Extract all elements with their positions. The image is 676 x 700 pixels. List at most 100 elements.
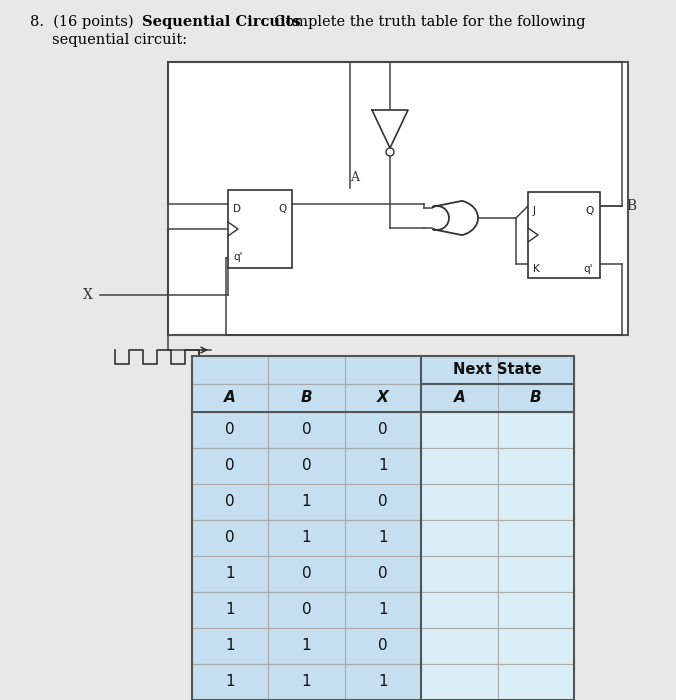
Bar: [192, 448, 268, 484]
Bar: [498, 384, 574, 412]
Bar: [498, 556, 574, 592]
Text: J: J: [533, 206, 536, 216]
Text: 1: 1: [225, 566, 235, 582]
Text: X: X: [83, 288, 93, 302]
Bar: [268, 412, 345, 448]
Polygon shape: [433, 201, 478, 235]
Text: q': q': [233, 252, 243, 262]
Text: 0: 0: [378, 494, 388, 510]
Bar: [345, 384, 421, 412]
Text: 1: 1: [378, 603, 388, 617]
Bar: [528, 192, 600, 278]
Text: B: B: [626, 199, 636, 213]
Bar: [345, 484, 421, 520]
Bar: [192, 412, 268, 448]
Bar: [345, 556, 421, 592]
Bar: [421, 592, 498, 628]
Bar: [498, 484, 574, 520]
Text: 0: 0: [378, 566, 388, 582]
Bar: [345, 628, 421, 664]
Bar: [421, 520, 498, 556]
Bar: [268, 520, 345, 556]
Bar: [268, 448, 345, 484]
Bar: [498, 412, 574, 448]
Text: 1: 1: [301, 494, 312, 510]
Bar: [268, 384, 345, 412]
Bar: [345, 448, 421, 484]
Text: Sequential Circuits: Sequential Circuits: [142, 15, 301, 29]
Text: 1: 1: [301, 675, 312, 690]
Bar: [421, 628, 498, 664]
Text: 1: 1: [301, 531, 312, 545]
Bar: [192, 556, 268, 592]
Bar: [498, 628, 574, 664]
Bar: [192, 664, 268, 700]
Text: Next State: Next State: [454, 363, 542, 377]
Bar: [228, 190, 292, 268]
Bar: [268, 356, 345, 384]
Bar: [421, 384, 498, 412]
Bar: [345, 520, 421, 556]
Polygon shape: [372, 110, 408, 148]
Text: X: X: [377, 391, 389, 405]
Bar: [268, 592, 345, 628]
Text: 1: 1: [225, 638, 235, 654]
Text: 1: 1: [225, 603, 235, 617]
Text: B: B: [301, 391, 312, 405]
Text: 1: 1: [378, 458, 388, 473]
Bar: [421, 448, 498, 484]
Bar: [498, 664, 574, 700]
Bar: [268, 556, 345, 592]
Bar: [268, 628, 345, 664]
Bar: [192, 356, 574, 700]
Text: 1: 1: [225, 675, 235, 690]
Text: 0: 0: [378, 638, 388, 654]
Text: Q: Q: [278, 204, 286, 214]
Text: q': q': [583, 264, 592, 274]
Bar: [268, 664, 345, 700]
Bar: [421, 412, 498, 448]
Text: sequential circuit:: sequential circuit:: [52, 33, 187, 47]
Text: 0: 0: [301, 423, 312, 438]
Bar: [168, 62, 628, 335]
Text: 8.  (16 points): 8. (16 points): [30, 15, 139, 29]
Text: 0: 0: [301, 603, 312, 617]
Text: 0: 0: [225, 458, 235, 473]
Circle shape: [386, 148, 394, 156]
Bar: [498, 356, 574, 384]
Text: B: B: [530, 391, 541, 405]
Bar: [498, 448, 574, 484]
Text: 0: 0: [378, 423, 388, 438]
Text: A: A: [454, 391, 465, 405]
Text: 0: 0: [301, 566, 312, 582]
Bar: [421, 484, 498, 520]
Text: 0: 0: [225, 531, 235, 545]
Text: 0: 0: [301, 458, 312, 473]
Bar: [421, 664, 498, 700]
Bar: [345, 664, 421, 700]
Bar: [192, 356, 268, 384]
Text: 1: 1: [378, 531, 388, 545]
Text: 1: 1: [378, 675, 388, 690]
Bar: [192, 484, 268, 520]
Text: . Complete the truth table for the following: . Complete the truth table for the follo…: [265, 15, 585, 29]
Bar: [192, 592, 268, 628]
Text: A: A: [224, 391, 236, 405]
Bar: [421, 556, 498, 592]
Text: Q: Q: [585, 206, 594, 216]
Text: D: D: [233, 204, 241, 214]
Bar: [345, 592, 421, 628]
Text: K: K: [533, 264, 539, 274]
Bar: [345, 412, 421, 448]
Text: 0: 0: [225, 423, 235, 438]
Text: 1: 1: [301, 638, 312, 654]
Text: 0: 0: [225, 494, 235, 510]
Bar: [192, 628, 268, 664]
Bar: [192, 384, 268, 412]
Bar: [421, 356, 498, 384]
Bar: [498, 520, 574, 556]
Text: A: A: [350, 171, 359, 184]
Bar: [192, 520, 268, 556]
Bar: [498, 592, 574, 628]
Bar: [268, 484, 345, 520]
